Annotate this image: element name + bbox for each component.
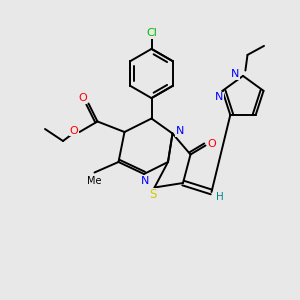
Text: O: O [207, 139, 216, 149]
Text: N: N [141, 176, 149, 187]
Text: N: N [176, 126, 184, 136]
Text: Me: Me [87, 176, 101, 186]
Text: H: H [216, 192, 224, 203]
Text: Cl: Cl [146, 28, 157, 38]
Text: O: O [70, 125, 79, 136]
Text: N: N [231, 69, 240, 80]
Text: O: O [78, 93, 87, 103]
Text: S: S [149, 188, 157, 202]
Text: N: N [215, 92, 223, 102]
